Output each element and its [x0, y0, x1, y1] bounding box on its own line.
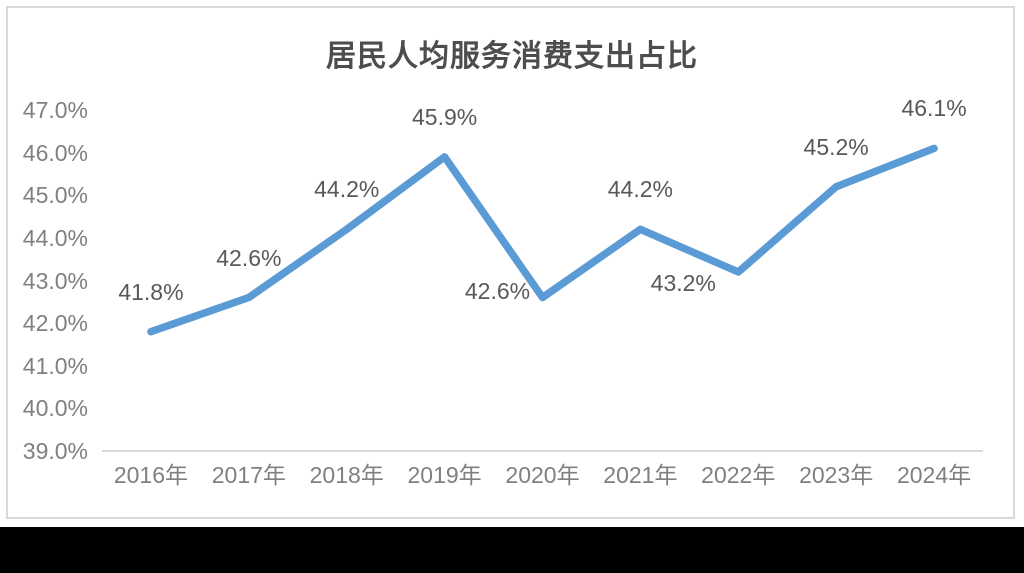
data-point-label: 44.2% [314, 176, 380, 203]
series-line [147, 144, 938, 336]
x-axis-tick-label: 2016年 [113, 462, 189, 488]
x-axis-tick-label: 2019年 [407, 462, 482, 488]
x-axis-line [102, 450, 983, 452]
y-axis-tick-label: 45.0% [22, 182, 88, 209]
data-point-label: 45.2% [803, 133, 869, 160]
data-point-label: 44.2% [607, 176, 673, 203]
data-point-label: 46.1% [901, 95, 967, 122]
y-axis-tick-label: 47.0% [22, 97, 88, 123]
y-axis-tick-label: 44.0% [22, 224, 88, 251]
x-axis-tick-label: 2017年 [211, 462, 286, 488]
x-axis-tick-label: 2023年 [799, 462, 874, 488]
y-axis-tick-label: 40.0% [22, 395, 88, 422]
data-point-label: 42.6% [464, 277, 531, 304]
x-axis-tick-label: 2022年 [701, 462, 776, 488]
data-point-label: 41.8% [118, 278, 184, 305]
y-axis-tick-label: 43.0% [22, 267, 88, 294]
y-axis-tick-label: 42.0% [22, 310, 88, 337]
chart-title: 居民人均服务消费支出占比 [326, 40, 698, 73]
data-point-label: 42.6% [216, 244, 282, 271]
y-axis-tick-label: 46.0% [22, 139, 88, 166]
data-point-label: 45.9% [412, 103, 478, 130]
x-axis-tick-label: 2024年 [896, 462, 972, 488]
x-axis-tick-label: 2020年 [505, 462, 580, 488]
y-axis-tick-label: 41.0% [22, 352, 88, 379]
x-axis-tick-label: 2021年 [603, 462, 678, 488]
y-axis-tick-label: 39.0% [22, 438, 88, 464]
x-axis-tick-label: 2018年 [309, 462, 384, 488]
data-point-label: 43.2% [650, 269, 716, 296]
chart-panel [6, 6, 1015, 519]
letterbox-bar [0, 527, 1024, 573]
